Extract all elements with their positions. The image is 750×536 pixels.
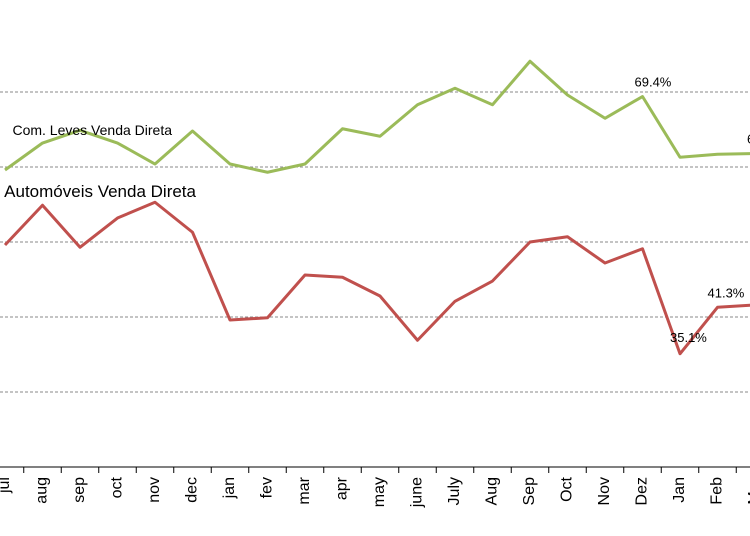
x-tick-label: june (409, 477, 426, 508)
x-tick-label: mar (296, 476, 313, 504)
x-tick-label: oct (109, 476, 126, 498)
series-label: Com. Leves Venda Direta (12, 122, 172, 138)
x-tick-label: fev (259, 477, 276, 498)
x-tick-label: sep (71, 477, 88, 503)
x-tick-label: Sep (521, 477, 538, 506)
x-tick-label: nov (146, 477, 163, 503)
x-tick-label: July (446, 477, 463, 505)
x-tick-label: Aug (484, 477, 501, 505)
x-tick-label: Nov (596, 477, 613, 505)
x-tick-label: Feb (709, 477, 726, 505)
series-line (4, 59, 750, 174)
x-tick-label: Oct (559, 476, 576, 501)
x-tick-label: aug (34, 477, 51, 504)
data-label: 41.3% (708, 285, 745, 300)
x-tick-label: apr (334, 476, 351, 500)
x-tick-label: dec (184, 477, 201, 503)
x-tick-label: may (371, 477, 388, 507)
data-label: 61.8% (747, 132, 750, 147)
series-label: Automóveis Venda Direta (4, 182, 196, 201)
x-tick-label: jan (221, 477, 238, 499)
data-label: 35.1% (670, 330, 707, 345)
x-tick-label: jul (0, 477, 13, 494)
x-tick-label: Dez (634, 477, 651, 505)
x-tick-label: Mar (746, 476, 750, 504)
x-tick-label: Jan (671, 477, 688, 503)
data-label: 69.4% (635, 75, 672, 90)
series-line (3, 200, 750, 356)
